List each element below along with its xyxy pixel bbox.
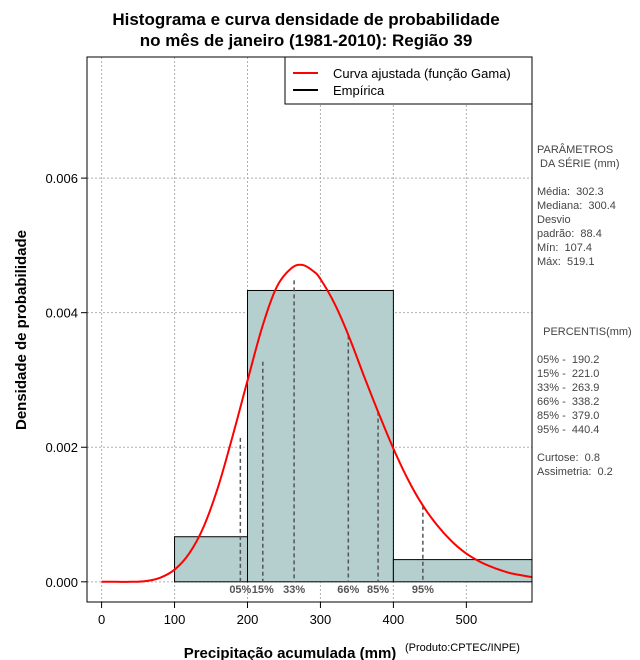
x-axis: 0 100 200 300 400 500 <box>98 602 477 627</box>
x-tick-label-4: 400 <box>383 612 405 627</box>
legend: Curva ajustada (função Gama) Empírica <box>284 56 533 105</box>
percentiles-values: 05% - 190.2 15% - 221.0 33% - 263.9 66% … <box>537 354 600 436</box>
series-parameters-title: PARÂMETROS DA SÉRIE (mm) <box>537 144 620 170</box>
legend-label-fitted-curve: Curva ajustada (função Gama) <box>333 66 511 81</box>
histogram-bar-2 <box>392 559 533 583</box>
fitted-gamma-curve <box>101 263 533 583</box>
percentile-label-1: 15% <box>252 584 274 596</box>
legend-box <box>284 56 533 105</box>
percentile-labels: 05% 15% 33% 66% 85% 95% <box>229 584 434 596</box>
y-axis: 0.000 0.002 0.004 0.006 <box>45 171 87 590</box>
y-tick-label-3: 0.006 <box>45 171 78 186</box>
x-tick-label-3: 300 <box>310 612 332 627</box>
shape-statistics: Curtose: 0.8 Assimetria: 0.2 <box>537 452 613 478</box>
percentile-label-3: 66% <box>337 584 359 596</box>
statistics-panel: PARÂMETROS DA SÉRIE (mm) Média: 302.3 Me… <box>537 143 640 479</box>
x-tick-label-0: 0 <box>98 612 105 627</box>
histogram-bars <box>174 289 533 583</box>
x-tick-label-5: 500 <box>455 612 477 627</box>
x-axis-title: Precipitação acumulada (mm) <box>184 645 397 660</box>
x-tick-label-1: 100 <box>164 612 186 627</box>
series-parameters-values: Média: 302.3 Mediana: 300.4 Desvio padrã… <box>537 186 616 268</box>
y-axis-title: Densidade de probabilidade <box>13 230 30 430</box>
histogram-bar-0 <box>174 536 248 583</box>
y-tick-label-0: 0.000 <box>45 575 78 590</box>
x-tick-label-2: 200 <box>237 612 259 627</box>
chart-title-line-2: no mês de janeiro (1981-2010): Região 39 <box>140 31 473 50</box>
y-tick-label-1: 0.002 <box>45 440 78 455</box>
chart-title-line-1: Histograma e curva densidade de probabil… <box>112 10 499 29</box>
percentile-label-0: 05% <box>229 584 251 596</box>
percentile-label-4: 85% <box>367 584 389 596</box>
y-tick-label-2: 0.004 <box>45 306 78 321</box>
histogram-bar-1 <box>246 289 394 583</box>
product-credit: (Produto:CPTEC/INPE) <box>405 642 520 654</box>
percentile-label-2: 33% <box>283 584 305 596</box>
legend-label-empirical: Empírica <box>333 83 385 98</box>
percentile-lines <box>239 280 424 582</box>
percentiles-title: PERCENTIS(mm) <box>537 326 632 338</box>
percentile-label-5: 95% <box>412 584 434 596</box>
